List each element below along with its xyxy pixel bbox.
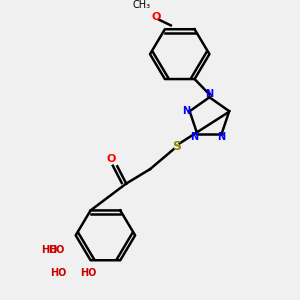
Text: HO: HO xyxy=(48,245,65,255)
Text: N: N xyxy=(218,132,226,142)
Text: N: N xyxy=(183,106,191,116)
Text: HO: HO xyxy=(41,245,58,255)
Text: O: O xyxy=(151,12,160,22)
Text: HO: HO xyxy=(80,268,97,278)
Text: N: N xyxy=(206,89,214,99)
Text: HO: HO xyxy=(50,268,67,278)
Text: O: O xyxy=(107,154,116,164)
Text: CH₃: CH₃ xyxy=(132,0,150,10)
Text: S: S xyxy=(172,140,181,153)
Text: N: N xyxy=(190,132,198,142)
